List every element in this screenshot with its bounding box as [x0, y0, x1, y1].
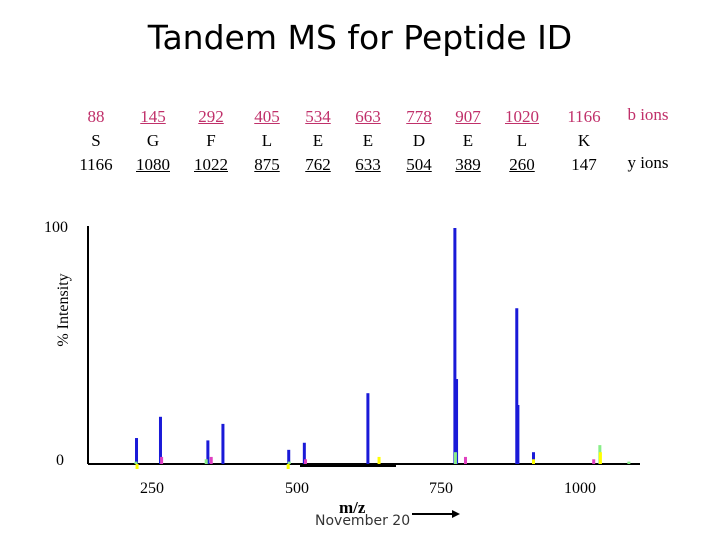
spectrum-peak	[627, 461, 631, 464]
spectrum-peak	[160, 456, 164, 464]
b-ion-value: 1020	[505, 107, 539, 126]
spectrum-peak	[366, 393, 370, 464]
y-ion-value: 389	[455, 155, 481, 174]
y-ion-value: 147	[571, 155, 597, 174]
b-ion-value: 292	[198, 107, 224, 126]
b-ion-value: 663	[355, 107, 381, 126]
residue-letter: E	[362, 131, 374, 150]
residue-letter: D	[412, 131, 426, 150]
y-ion-value: 1166	[79, 155, 113, 174]
residue-letter: E	[312, 131, 324, 150]
residue-letter: G	[146, 131, 160, 150]
mz-arrow-head	[452, 510, 460, 518]
y-ion-value: 875	[254, 155, 280, 174]
x-tick-label: 250	[140, 480, 164, 497]
spectrum-peak	[221, 423, 225, 464]
y-ion-value: 1080	[136, 155, 170, 174]
spectrum-peak	[204, 459, 208, 464]
b-ion-value: 145	[140, 107, 166, 126]
residue-letter: K	[577, 131, 591, 150]
x-axis-label: m/z	[339, 498, 366, 517]
spectrum-peak	[453, 228, 457, 464]
spectrum-peak	[135, 438, 139, 464]
y-ion-value: 762	[305, 155, 331, 174]
spectrum-peak	[463, 456, 467, 464]
b-ion-value: 907	[455, 107, 481, 126]
spectrum-peak	[516, 405, 520, 464]
y-ion-value: 260	[509, 155, 535, 174]
spectrum-peak	[455, 379, 459, 464]
spectrum-peak	[532, 452, 536, 464]
y-ion-value: 504	[406, 155, 432, 174]
spectrum-peak	[598, 452, 602, 464]
spectrum-peak	[287, 461, 291, 464]
b-ion-value: 405	[254, 107, 280, 126]
y-tick-label: 0	[56, 452, 64, 469]
x-tick-label: 750	[429, 480, 453, 497]
spectrum-peak	[302, 442, 306, 464]
spectrum-peak	[532, 459, 536, 464]
b-ions-label: b ions	[627, 105, 669, 124]
spectrum-peak	[158, 416, 162, 464]
page-title: Tandem MS for Peptide ID	[147, 18, 573, 57]
spectrum-peak	[453, 452, 457, 464]
b-ion-value: 1166	[567, 107, 601, 126]
residue-letter: L	[516, 131, 528, 150]
y-ion-value: 1022	[194, 155, 228, 174]
residue-letter: L	[261, 131, 273, 150]
spectrum-peak	[515, 308, 519, 464]
spectrum-peak	[286, 464, 290, 469]
footer-date: November 20	[315, 513, 411, 529]
y-ions-label: y ions	[627, 153, 669, 172]
b-ion-value: 778	[406, 107, 432, 126]
y-ion-value: 633	[355, 155, 381, 174]
spectrum-peak	[209, 456, 213, 464]
x-tick-label: 1000	[564, 480, 596, 497]
y-tick-label: 100	[44, 219, 68, 236]
b-ion-value: 534	[305, 107, 331, 126]
b-ion-value: 88	[87, 107, 105, 126]
spectrum-peak	[303, 459, 307, 464]
residue-letter: F	[206, 131, 216, 150]
spectrum-peak	[377, 456, 381, 464]
residue-letter: E	[462, 131, 474, 150]
spectrum-peak	[134, 461, 138, 464]
spectrum-peak	[287, 449, 291, 464]
x-tick-label: 500	[285, 480, 309, 497]
spectrum-peak	[135, 464, 139, 469]
spectrum-peak	[206, 440, 210, 464]
residue-letter: S	[91, 131, 101, 150]
spectrum-peak	[592, 459, 596, 464]
